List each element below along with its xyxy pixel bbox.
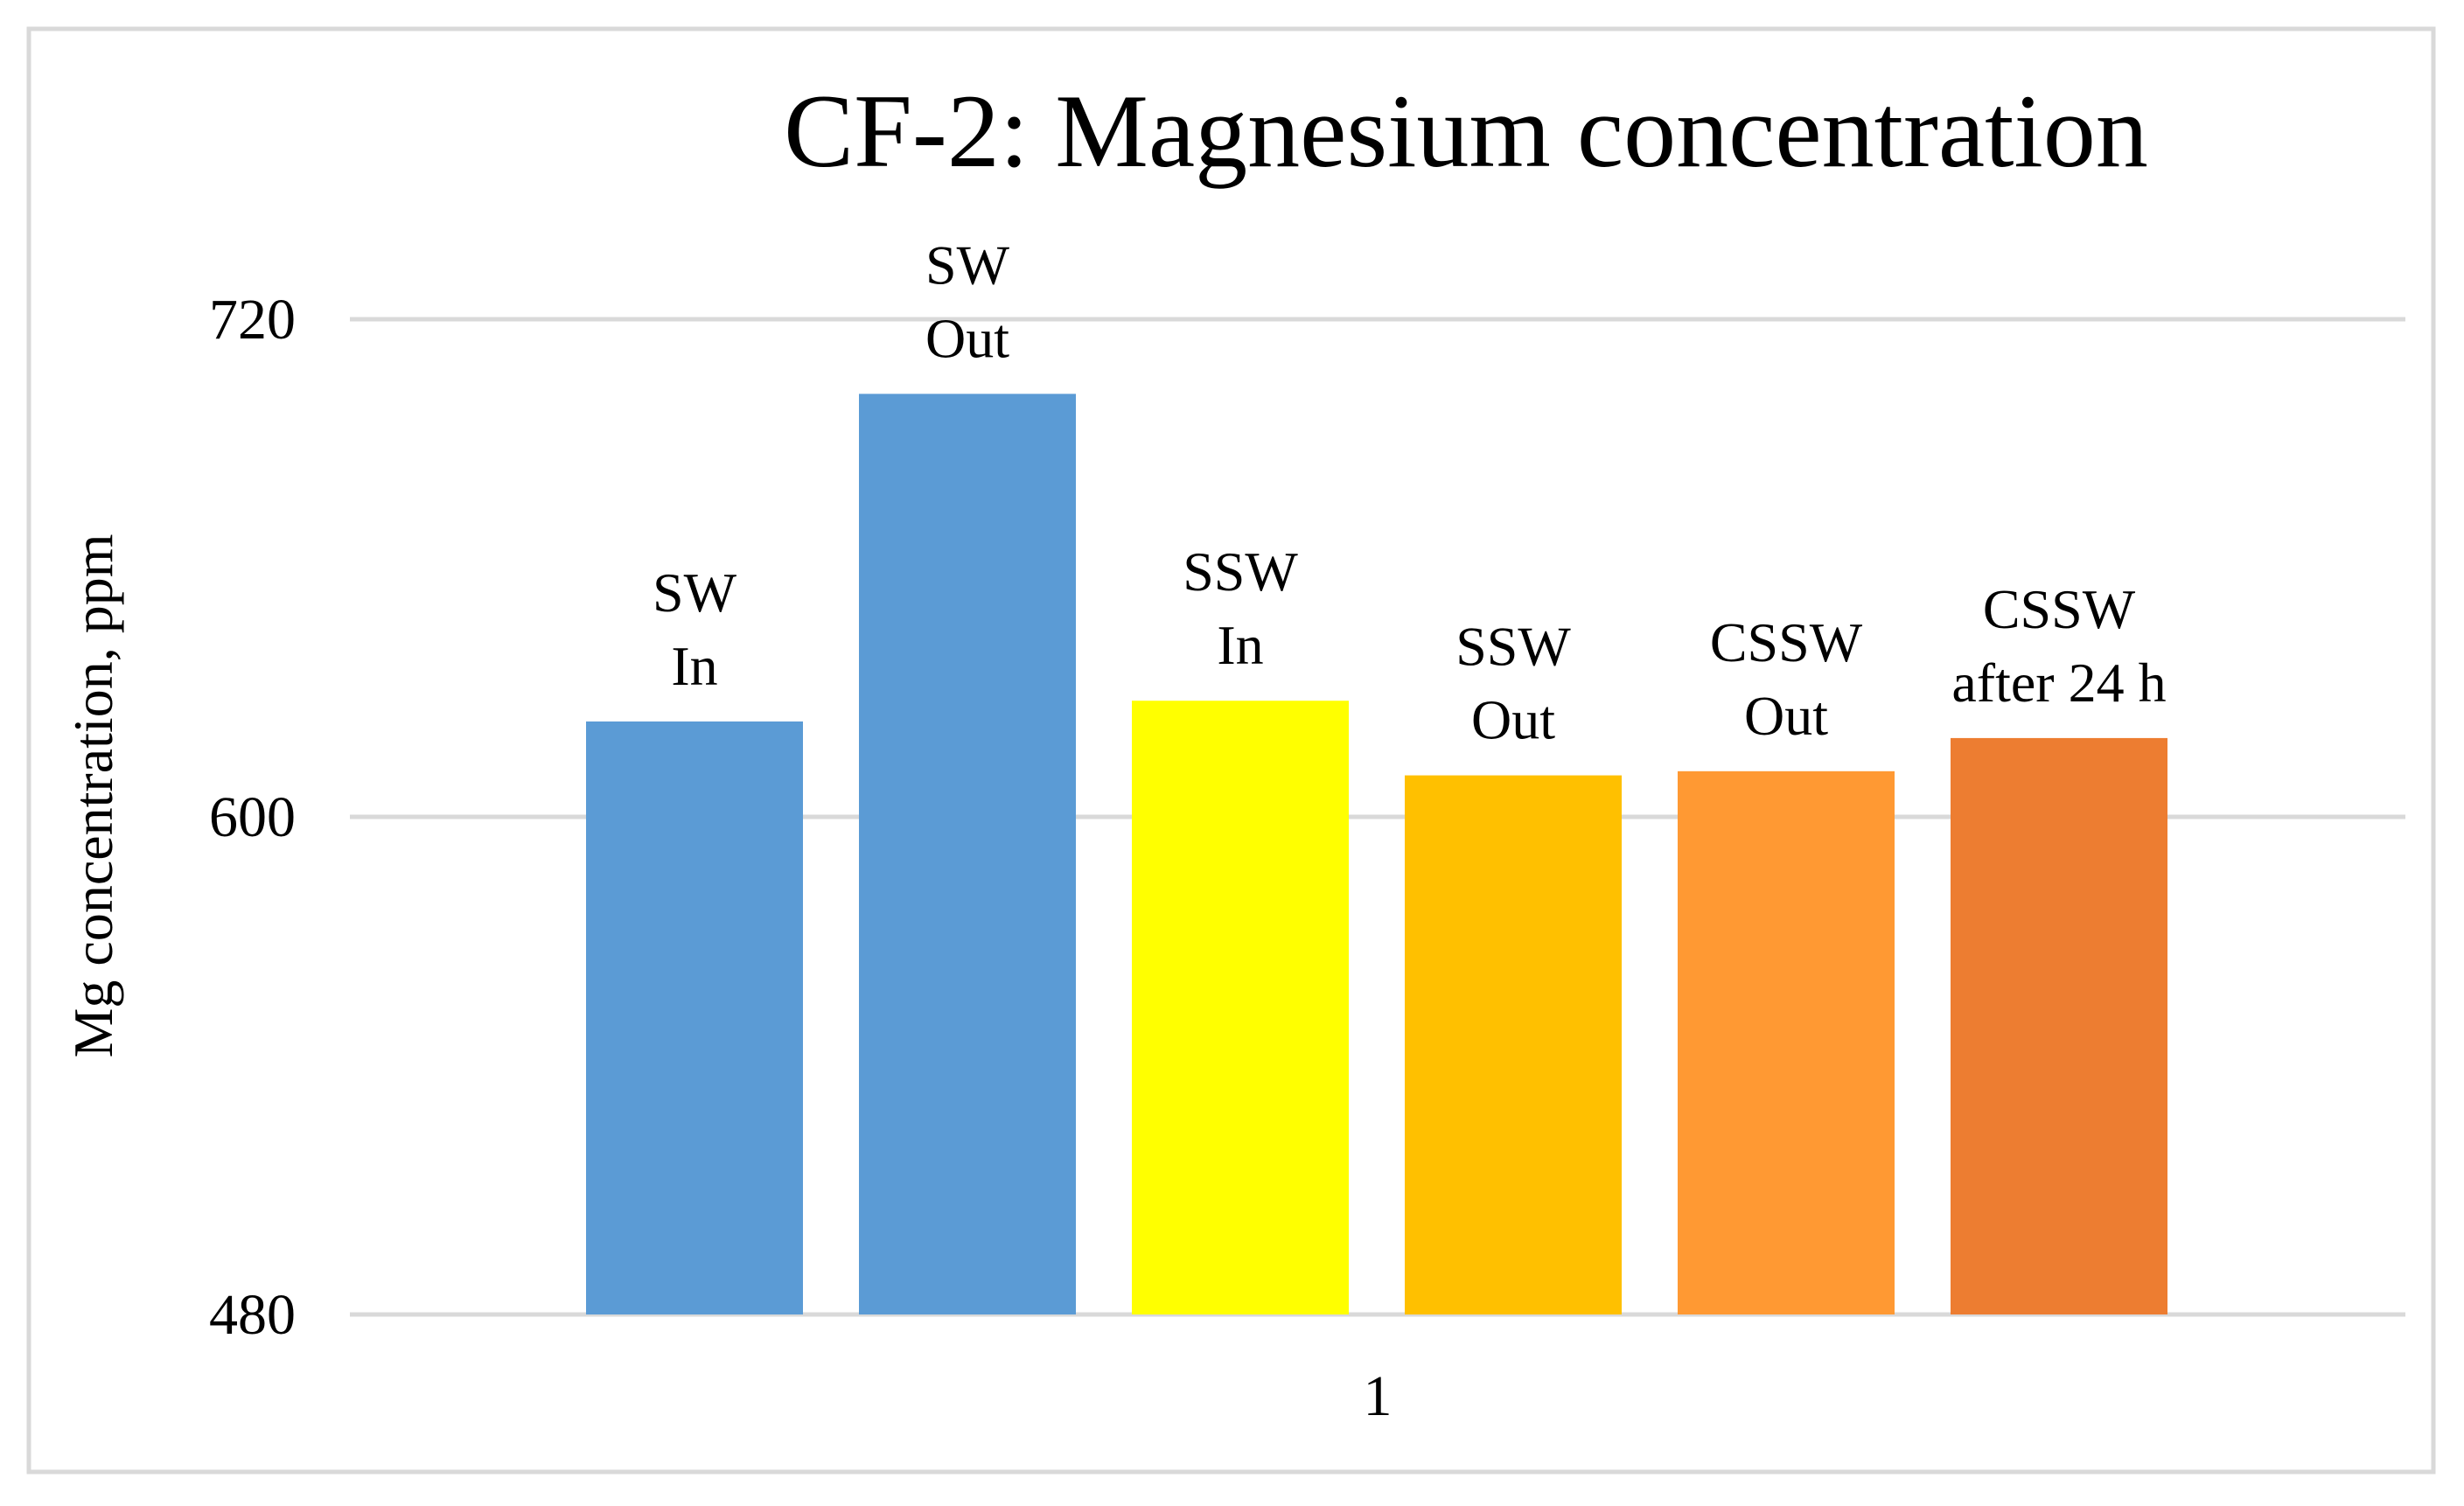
y-tick-label: 480 <box>209 1283 296 1347</box>
data-label: In <box>1217 614 1263 676</box>
data-label: In <box>671 635 717 697</box>
bars <box>586 394 2167 1315</box>
data-label: SSW <box>1455 616 1571 678</box>
data-label: CSSW <box>1710 611 1863 673</box>
data-label: SW <box>653 561 737 624</box>
data-label: Out <box>1744 685 1828 747</box>
bar <box>1132 701 1349 1314</box>
data-label: after 24 h <box>1951 652 2166 714</box>
data-label: SSW <box>1183 540 1298 603</box>
y-axis-label: Mg concentration, ppm <box>62 534 124 1058</box>
bar <box>1405 775 1622 1314</box>
bar <box>859 394 1076 1315</box>
data-label: SW <box>925 234 1010 296</box>
x-tick-label: 1 <box>1364 1364 1393 1428</box>
bar <box>1951 737 2167 1314</box>
x-axis-ticks: 1 <box>1364 1364 1393 1428</box>
data-labels: SW In SW Out SSW In SSW Out CSSW Out CSSW after 24 … <box>653 234 2167 750</box>
data-label: Out <box>1471 689 1555 751</box>
y-axis-ticks: 480 600 720 <box>209 288 296 1347</box>
data-label: Out <box>925 307 1009 369</box>
bar <box>586 721 803 1314</box>
chart-title: CF-2: Magnesium concentration <box>784 73 2148 189</box>
bar <box>1678 770 1895 1314</box>
data-label: CSSW <box>1983 578 2136 640</box>
y-tick-label: 720 <box>209 288 296 352</box>
y-tick-label: 600 <box>209 785 296 849</box>
